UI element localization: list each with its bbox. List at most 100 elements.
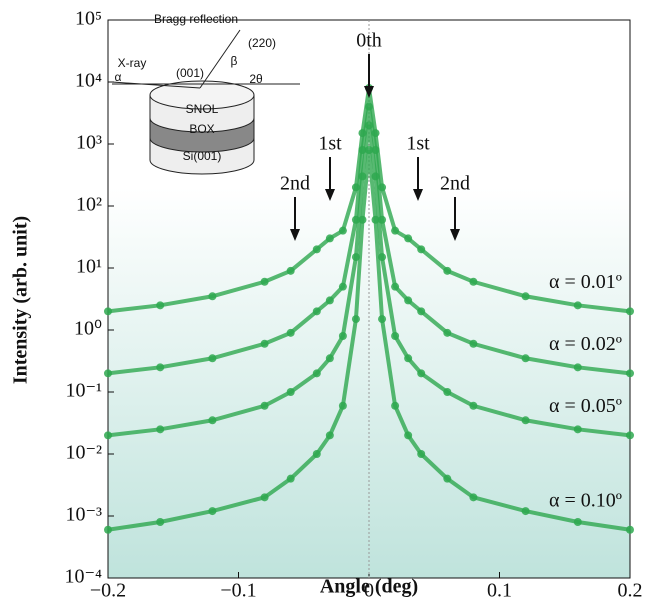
y-tick-label: 10⁻⁴ (64, 566, 102, 588)
inset-label: Si(001) (183, 149, 222, 163)
x-axis-label: Angle (deg) (320, 576, 418, 598)
inset-label: Bragg reflection (154, 12, 238, 26)
data-point (521, 292, 530, 301)
y-tick-label: 10⁵ (75, 8, 102, 30)
data-point (443, 266, 452, 275)
inset-label: 2θ (249, 72, 263, 86)
data-point (312, 450, 321, 458)
data-point (378, 315, 387, 324)
data-point (325, 234, 334, 243)
arrow-head (290, 229, 300, 241)
data-point (417, 369, 426, 378)
data-point (312, 369, 321, 378)
data-point (404, 296, 413, 305)
data-point (338, 401, 347, 410)
data-point (104, 307, 112, 316)
data-point (391, 282, 400, 291)
data-point (404, 354, 413, 363)
data-point (365, 146, 373, 155)
data-point (312, 307, 321, 316)
annotation: 2nd (440, 173, 470, 195)
data-point (443, 328, 452, 337)
data-point (156, 425, 165, 434)
data-point (626, 431, 634, 440)
data-point (325, 296, 334, 305)
data-point (338, 332, 347, 341)
data-point (573, 518, 582, 527)
y-tick-label: 10² (76, 194, 102, 216)
data-point (626, 369, 634, 378)
data-point (208, 507, 217, 516)
x-tick-label: −0.2 (90, 580, 126, 602)
data-point (286, 474, 295, 483)
data-point (391, 401, 400, 410)
data-point (338, 226, 347, 235)
data-point (104, 431, 112, 440)
data-point (626, 525, 634, 534)
y-tick-label: 10⁴ (75, 70, 102, 92)
x-tick-label: 0.1 (487, 580, 512, 602)
arrow-head (450, 229, 460, 241)
y-axis-label: Intensity (arb. unit) (10, 216, 32, 384)
data-point (365, 102, 373, 111)
data-point (286, 328, 295, 337)
data-point (417, 245, 426, 254)
data-point (312, 245, 321, 254)
x-tick-label: −0.1 (220, 580, 256, 602)
inset-label: BOX (189, 122, 214, 136)
inset-label: SNOL (186, 102, 219, 116)
data-point (260, 277, 269, 286)
data-point (417, 307, 426, 316)
data-point (156, 301, 165, 310)
inset-label: (001) (176, 66, 204, 80)
y-tick-label: 10⁰ (74, 318, 102, 340)
data-point (208, 354, 217, 363)
data-point (521, 416, 530, 425)
data-point (573, 425, 582, 434)
y-tick-label: 10⁻¹ (65, 380, 102, 402)
data-point (521, 354, 530, 363)
data-point (371, 215, 380, 224)
data-point (365, 121, 373, 130)
arrow-head (413, 189, 423, 201)
series-label: α = 0.01º (549, 271, 622, 293)
data-point (469, 339, 478, 348)
data-point (208, 416, 217, 425)
annotation: 1st (406, 133, 430, 155)
data-point (325, 431, 334, 440)
data-point (573, 363, 582, 372)
data-point (404, 431, 413, 440)
data-point (469, 493, 478, 502)
data-point (469, 277, 478, 286)
data-point (573, 301, 582, 310)
annotation: 0th (356, 30, 382, 52)
inset: Bragg reflection (220) X-ray (001) β α 2θ SNOL B… (111, 12, 300, 175)
arrow-head (325, 189, 335, 201)
data-point (351, 315, 360, 324)
data-point (626, 307, 634, 316)
data-point (469, 401, 478, 410)
data-point (325, 354, 334, 363)
series-label: α = 0.10º (549, 489, 622, 511)
data-point (286, 266, 295, 275)
data-point (404, 234, 413, 243)
data-point (443, 474, 452, 483)
data-point (417, 450, 426, 458)
inset-label: (220) (248, 36, 276, 50)
y-tick-label: 10⁻² (65, 442, 102, 464)
data-point (391, 332, 400, 341)
data-point (208, 292, 217, 301)
inset-label: α (115, 70, 122, 84)
y-tick-label: 10³ (76, 132, 102, 154)
series-label: α = 0.05º (549, 395, 622, 417)
data-point (260, 339, 269, 348)
data-point (260, 401, 269, 410)
series-label: α = 0.02º (549, 333, 622, 355)
data-point (286, 388, 295, 396)
y-tick-label: 10⁻³ (65, 504, 102, 526)
annotation: 2nd (280, 173, 310, 195)
data-point (358, 215, 367, 224)
data-point (156, 518, 165, 527)
data-point (156, 363, 165, 372)
data-point (443, 388, 452, 396)
